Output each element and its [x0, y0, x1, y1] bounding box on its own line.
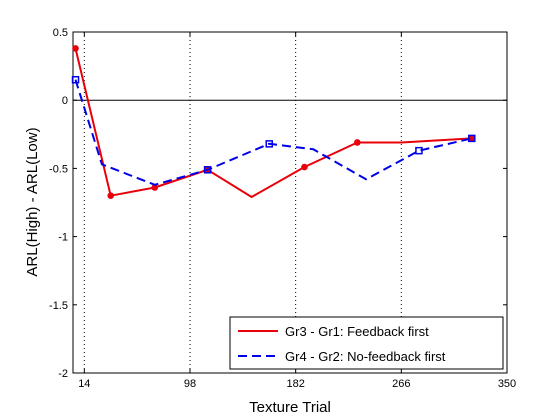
x-tick-label: 182	[286, 378, 304, 390]
series-line-feedback-first	[74, 48, 472, 198]
data-point-circle	[301, 163, 308, 171]
data-point-square	[265, 140, 273, 148]
x-tick-label: 98	[184, 378, 196, 390]
x-tick-label: 350	[498, 378, 516, 390]
data-point-circle	[107, 192, 115, 199]
x-tick-label: 14	[78, 378, 90, 390]
data-point-square	[203, 166, 212, 174]
legend-box	[229, 316, 504, 370]
y-tick-label: -1	[58, 232, 68, 244]
series-layer	[71, 45, 476, 199]
x-axis-label: Texture Trial	[249, 399, 331, 416]
legend: Gr3 - Gr1: Feedback first Gr4 - Gr2: No-…	[229, 316, 504, 370]
y-tick-label: 0	[62, 95, 68, 107]
y-tick-label: -2	[58, 368, 68, 380]
x-tick-label: 266	[392, 378, 410, 390]
plot-area	[72, 31, 508, 374]
data-point-square	[415, 146, 423, 155]
series-line-no-feedback-first	[74, 79, 473, 186]
axis-ticks: 14 98 182 266 350 0.5 0 -0.5 -1 -1.5 -2	[49, 27, 516, 390]
y-tick-label: -1.5	[49, 300, 68, 312]
y-axis-label: ARL(High) - ARL(Low)	[24, 127, 41, 276]
y-tick-label: 0.5	[53, 27, 68, 39]
data-point-circle	[354, 139, 361, 146]
legend-label-feedback-first: Gr3 - Gr1: Feedback first	[285, 324, 429, 339]
legend-label-no-feedback-first: Gr4 - Gr2: No-feedback first	[285, 349, 446, 364]
data-point-square	[468, 134, 476, 143]
data-point-square	[71, 75, 80, 84]
data-point-circle	[72, 45, 79, 52]
y-tick-label: -0.5	[49, 163, 68, 175]
